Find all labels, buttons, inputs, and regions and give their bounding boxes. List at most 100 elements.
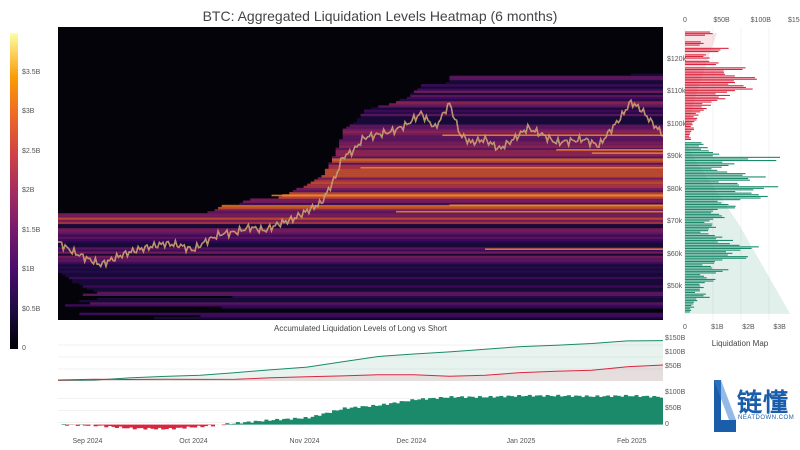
heatmap-band	[324, 173, 663, 176]
heatmap-band	[346, 126, 663, 129]
net-bar	[61, 424, 66, 425]
liquidation-bar	[685, 233, 709, 235]
net-bar	[510, 396, 514, 425]
liquidation-bar	[685, 34, 705, 36]
net-bar	[300, 418, 304, 425]
net-bar	[264, 419, 269, 425]
net-bar	[104, 424, 109, 428]
liq-top-tick-label: $100B	[750, 17, 771, 24]
net-bar	[118, 424, 123, 427]
liquidation-bar	[685, 127, 694, 129]
liquidation-bar	[685, 231, 701, 233]
heatmap-band	[335, 154, 663, 157]
liquidation-bar	[685, 90, 735, 92]
net-bar	[228, 424, 233, 425]
heatmap-band	[232, 295, 663, 299]
net-bar	[559, 396, 564, 425]
heatmap-hot-level	[360, 166, 663, 169]
net-bar	[481, 397, 486, 425]
heatmap-band	[296, 187, 663, 191]
heatmap-band	[278, 196, 663, 199]
net-bar	[75, 424, 80, 426]
net-bar	[321, 413, 326, 425]
liquidation-bar	[685, 169, 718, 171]
net-bar	[556, 394, 561, 425]
liquidation-bar	[685, 82, 735, 84]
heatmap-band	[250, 198, 663, 201]
heatmap-band	[58, 270, 663, 273]
liquidation-bar	[685, 212, 712, 214]
net-bar	[591, 396, 596, 425]
heatmap-band	[339, 141, 663, 144]
net-bar	[171, 424, 176, 430]
net-bar	[627, 396, 632, 425]
net-bar	[203, 424, 208, 427]
net-bar	[161, 424, 166, 430]
liq-bottom-tick-label: 0	[683, 324, 687, 331]
liquidation-bar	[685, 265, 711, 267]
net-bar	[186, 424, 191, 427]
net-bar	[353, 406, 358, 425]
heatmap-band	[342, 132, 663, 136]
heatmap-band	[58, 215, 663, 218]
net-bar	[396, 403, 401, 425]
heatmap-band	[310, 181, 663, 184]
net-bar	[563, 396, 568, 425]
liquidation-bar	[685, 277, 707, 279]
liquidation-bar	[685, 150, 709, 152]
net-bar	[107, 424, 112, 426]
net-bar	[410, 399, 415, 425]
net-bar	[477, 396, 482, 425]
liquidation-bar	[685, 191, 736, 193]
liquidation-bar	[685, 121, 695, 123]
liquidation-bar	[685, 54, 706, 56]
heatmap-band	[58, 242, 663, 246]
liquidation-bar	[685, 210, 713, 212]
net-bar	[164, 424, 169, 430]
heatmap-band	[339, 143, 663, 146]
net-bar	[374, 405, 379, 425]
heatmap-band	[335, 151, 663, 155]
net-bar	[324, 412, 329, 425]
liquidation-bar	[685, 274, 701, 276]
net-bar	[445, 397, 450, 425]
heatmap-band	[58, 259, 663, 263]
x-tick-label: Dec 2024	[396, 438, 427, 445]
heatmap-band	[335, 147, 663, 150]
liquidation-bar	[685, 262, 715, 264]
x-tick-label: Nov 2024	[289, 438, 320, 445]
heatmap-band	[364, 109, 663, 112]
liquidation-bar	[685, 49, 721, 51]
colorbar-tick-label: $2B	[22, 187, 35, 194]
heatmap-band	[218, 206, 663, 210]
heatmap-band	[214, 209, 663, 212]
liquidation-bar	[685, 125, 691, 127]
heatmap-band	[58, 264, 663, 267]
liquidation-bar	[685, 226, 716, 228]
heatmap-band	[58, 234, 663, 237]
net-bar	[499, 395, 504, 425]
net-bar	[243, 422, 248, 425]
net-bar	[132, 424, 137, 430]
heatmap-band	[421, 84, 663, 87]
heatmap-band	[58, 251, 663, 254]
heatmap-band	[417, 88, 663, 91]
liquidation-bar	[685, 311, 690, 313]
net-bar	[641, 396, 646, 425]
liquidation-bar	[685, 189, 754, 191]
net-bar	[253, 420, 258, 425]
net-bar	[659, 397, 663, 425]
net-bar	[606, 395, 611, 425]
net-bar	[385, 404, 390, 425]
price-line-candles	[58, 99, 663, 268]
net-bar	[616, 395, 621, 425]
net-bar	[631, 396, 635, 425]
net-bar	[456, 397, 461, 425]
net-bar	[100, 424, 105, 426]
heatmap-band	[58, 268, 663, 271]
liquidation-bar	[685, 142, 702, 144]
net-bar	[342, 407, 347, 425]
liquidation-bar	[685, 41, 701, 43]
heatmap-band	[349, 124, 663, 127]
liquidation-bar	[685, 166, 722, 168]
